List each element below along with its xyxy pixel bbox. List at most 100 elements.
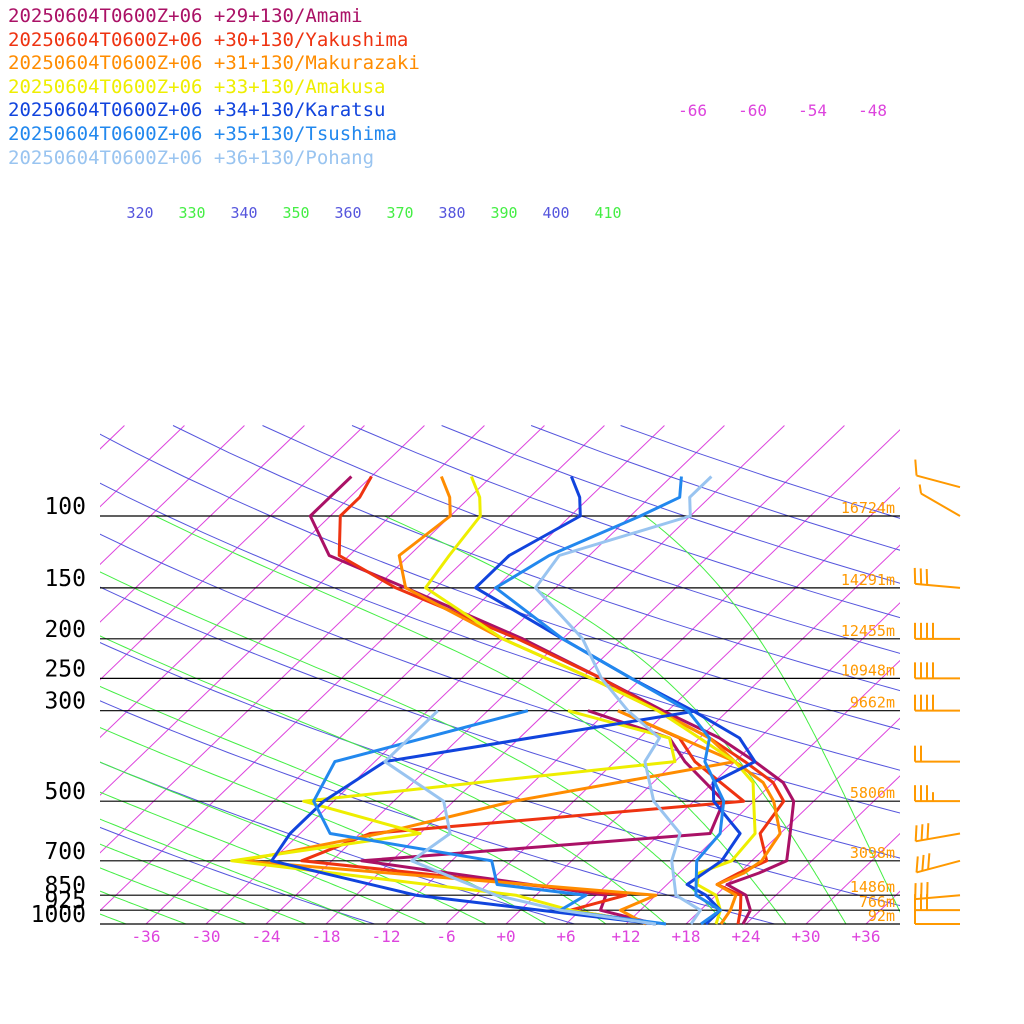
dewpoint-profile-line [360, 709, 726, 926]
temperature-tick-label: +30 [792, 927, 821, 946]
isotherm-line [505, 544, 900, 924]
pressure-label: 850 [44, 873, 86, 899]
isotherm-line [100, 425, 485, 796]
height-label: 14291m [841, 571, 895, 589]
dewpoint-profile-line [270, 709, 699, 926]
moist-adiabat-line [100, 791, 427, 924]
dry-adiabat-line [100, 642, 900, 907]
dry-adiabat-line [100, 433, 900, 731]
isotherm-label: -48 [858, 101, 887, 120]
dewpoint-profile-line [230, 709, 677, 926]
pressure-label: 200 [44, 617, 86, 643]
isotherm-line [986, 425, 1024, 924]
moist-adiabat-grid [0, 515, 900, 924]
dry-adiabat-label: 400 [542, 204, 569, 222]
moist-adiabat-line [100, 685, 607, 924]
pressure-label: 100 [44, 494, 86, 520]
wind-barb [914, 662, 960, 680]
dry-adiabat-line [100, 826, 377, 924]
wind-barb-staff [915, 582, 961, 589]
temperature-tick-label: -36 [132, 927, 161, 946]
legend-entry-tsushima: 20250604T0600Z+06 +35+130/Tsushima [8, 122, 397, 145]
temperature-tick-label: -6 [436, 927, 455, 946]
isotherm-label: -66 [678, 101, 707, 120]
wind-barb-staff [916, 474, 961, 489]
dry-adiabat-line [100, 482, 900, 771]
height-label: 5806m [850, 784, 895, 802]
dry-adiabat-label: 360 [334, 204, 361, 222]
moist-adiabat-label: 390 [490, 204, 517, 222]
dry-adiabat-line [100, 533, 900, 814]
moist-adiabat-line [100, 818, 367, 924]
pressure-label: 1000 [31, 902, 86, 928]
wind-barb [918, 484, 961, 517]
isotherm-line [100, 425, 245, 566]
sounding-profiles [230, 475, 796, 926]
temperature-tick-label: -12 [372, 927, 401, 946]
moist-adiabat-line [0, 766, 6, 924]
dry-adiabat-line [620, 425, 900, 519]
isotherm-line [145, 425, 665, 924]
wind-barb-staff [915, 832, 961, 843]
temperature-tick-label: +24 [732, 927, 761, 946]
moist-adiabat-line [100, 890, 187, 924]
wind-barb [914, 882, 961, 901]
pressure-label: 300 [44, 689, 86, 715]
dry-adiabat-grid [100, 425, 900, 924]
isotherm-line [565, 602, 900, 924]
isotherm-label: -60 [738, 101, 767, 120]
pressure-label: 700 [44, 839, 86, 865]
legend: 20250604T0600Z+06 +29+130/Amami 20250604… [8, 5, 420, 170]
legend-entry-amakusa: 20250604T0600Z+06 +33+130/Amakusa [8, 75, 386, 98]
isotherm-line [100, 425, 365, 681]
legend-entry-makurazaki: 20250604T0600Z+06 +31+130/Makurazaki [8, 52, 420, 75]
dry-adiabat-label: 340 [230, 204, 257, 222]
dewpoint-profile-line [383, 709, 657, 926]
height-label: 3098m [850, 844, 895, 862]
temperature-tick-label: -30 [192, 927, 221, 946]
temperature-tick-label: +18 [672, 927, 701, 946]
height-label: 1486m [850, 878, 895, 896]
wind-barb-feather [914, 825, 918, 842]
moist-adiabat-line [100, 843, 307, 924]
moist-adiabat-label: 410 [594, 204, 621, 222]
moist-adiabat-label: 370 [386, 204, 413, 222]
height-label: 92m [868, 907, 895, 925]
wind-barb-feather [918, 484, 923, 494]
height-label: 766m [859, 893, 895, 911]
legend-entry-amami: 20250604T0600Z+06 +29+130/Amami [8, 5, 363, 27]
temperature-profile-line [534, 475, 713, 925]
wind-barb [914, 823, 961, 843]
wind-barb [914, 785, 960, 803]
pressure-label: 500 [44, 779, 86, 805]
dewpoint-profile-line [312, 709, 667, 926]
wind-barb-feather [921, 854, 925, 871]
height-label: 16724m [841, 499, 895, 517]
wind-barb-feather [920, 824, 924, 841]
isotherm-line [926, 425, 1024, 924]
height-label: 9662m [850, 694, 895, 712]
wind-barbs [913, 459, 961, 925]
isotherm-line [685, 717, 900, 924]
legend-entry-pohang: 20250604T0600Z+06 +36+130/Pohang [8, 146, 375, 169]
isotherm-grid [0, 425, 1024, 924]
isotherm-line [100, 425, 605, 912]
moist-adiabat-label: 330 [178, 204, 205, 222]
dewpoint-profile-line [240, 709, 737, 926]
temperature-profile-line [474, 475, 757, 926]
isotherm-line [445, 486, 900, 924]
legend-entry-karatsu: 20250604T0600Z+06 +34+130/Karatsu [8, 99, 386, 122]
isotherm-line [100, 425, 305, 623]
wind-barb-staff [920, 492, 961, 517]
dewpoint-profile-line [300, 709, 746, 926]
moist-adiabat-line [100, 867, 247, 924]
wind-barb [914, 694, 960, 712]
pressure-label: 150 [44, 566, 86, 592]
isotherm-line [205, 425, 725, 924]
wind-barb [914, 745, 960, 763]
temperature-tick-label: +6 [556, 927, 575, 946]
pressure-label: 925 [44, 888, 86, 914]
isotherm-line [0, 425, 4, 924]
